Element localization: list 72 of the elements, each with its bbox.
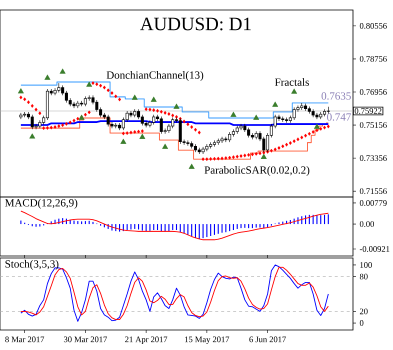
candlestick xyxy=(285,117,288,124)
y-tick-label: 0.71556 xyxy=(360,188,387,194)
y-tick-label: 0.00779 xyxy=(360,200,387,206)
point xyxy=(132,94,138,100)
candlestick xyxy=(152,114,156,125)
point xyxy=(260,154,267,159)
candlestick xyxy=(304,103,308,112)
ref-line-label: 0.75922 xyxy=(354,108,382,114)
candlestick xyxy=(232,129,235,137)
candlestick xyxy=(148,120,152,128)
y-tick-label: 20 xyxy=(360,308,368,314)
y-tick-label: 80 xyxy=(360,274,368,280)
annotation: DonchianChannel(13) xyxy=(106,71,204,81)
candlestick xyxy=(122,117,125,130)
x-tick-label: 30 Mar 2017 xyxy=(64,336,108,342)
point xyxy=(162,144,168,149)
candlestick xyxy=(84,96,87,107)
y-tick-label: 0 xyxy=(360,320,364,326)
annotation: 0.747 xyxy=(327,113,351,121)
y-tick-label: 0.76956 xyxy=(360,89,387,95)
candlestick xyxy=(315,112,318,120)
candlestick xyxy=(137,108,140,120)
chart-title: AUDUSD: D1 xyxy=(140,18,251,30)
x-tick-label: 6 Jun 2017 xyxy=(249,336,286,342)
chart-title: MACD(12,26,9) xyxy=(5,198,78,209)
y-tick-label: 100 xyxy=(360,262,372,268)
point xyxy=(86,82,92,87)
point xyxy=(230,112,236,117)
candlestick xyxy=(106,114,110,127)
point xyxy=(60,68,66,74)
point xyxy=(253,114,260,120)
candlestick xyxy=(57,82,60,93)
candlestick xyxy=(212,140,216,147)
candlestick xyxy=(228,132,232,142)
y-tick-label: 0.00 xyxy=(360,221,374,227)
y-tick-label: 0.80556 xyxy=(360,23,387,29)
candlestick xyxy=(292,107,296,120)
x-tick-label: 15 May 2017 xyxy=(185,336,230,344)
candlestick xyxy=(129,110,132,118)
candlestick xyxy=(178,118,182,144)
candlestick xyxy=(72,102,76,108)
point xyxy=(174,104,180,109)
point xyxy=(120,138,126,144)
x-tick-label: 21 Apr 2017 xyxy=(125,336,168,344)
point xyxy=(18,88,24,94)
candlestick xyxy=(240,124,243,130)
candlestick xyxy=(140,114,144,126)
candlestick xyxy=(95,100,98,112)
point xyxy=(291,88,298,94)
point xyxy=(139,134,146,139)
point xyxy=(188,164,195,169)
y-tick-label: 0.78756 xyxy=(360,56,387,62)
candlestick xyxy=(30,114,34,130)
annotation: 0.7635 xyxy=(322,92,351,100)
chart-title: Stoch(3,5,3) xyxy=(5,260,58,270)
y-tick-label: -0.00921 xyxy=(360,246,390,252)
annotation: ParabolicSAR(0.02,0.2) xyxy=(204,166,310,176)
point xyxy=(314,124,320,129)
candlestick xyxy=(247,127,250,138)
candlestick xyxy=(323,108,326,117)
x-tick-label: 8 Mar 2017 xyxy=(5,336,44,342)
candlestick xyxy=(64,90,68,103)
point xyxy=(150,96,157,102)
annotation: Fractals xyxy=(274,78,309,86)
y-tick-label: 0.73356 xyxy=(360,155,387,162)
point xyxy=(29,133,36,139)
candlestick xyxy=(171,117,174,129)
candlestick xyxy=(220,136,224,144)
y-tick-label: 0.75156 xyxy=(360,122,387,128)
candlestick xyxy=(160,116,163,134)
point xyxy=(44,74,50,80)
point xyxy=(272,102,278,107)
